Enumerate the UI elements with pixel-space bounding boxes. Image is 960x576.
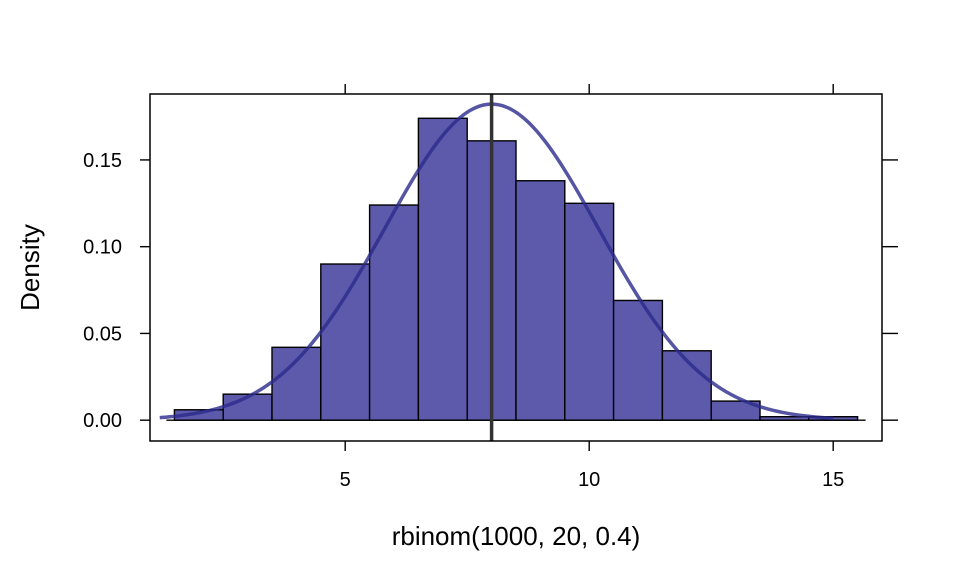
y-tick-label: 0.05 — [83, 323, 122, 345]
axis-ticks — [140, 84, 898, 451]
histogram-bar-9 — [564, 202, 615, 421]
y-tick-label: 0.10 — [83, 237, 122, 259]
histogram-bar-8 — [515, 180, 566, 421]
x-tick-label: 15 — [822, 469, 844, 491]
density-curve-layer — [159, 102, 834, 421]
histogram-bars — [166, 117, 866, 421]
histogram-bar-5 — [368, 204, 420, 421]
y-tick-label: 0.00 — [83, 410, 122, 432]
histogram-bar-10 — [612, 299, 664, 421]
axis-tick-labels: 5 10 15 0.00 0.05 0.10 0.15 — [83, 150, 844, 491]
x-tick-label: 10 — [578, 469, 600, 491]
histogram-bar-6 — [417, 117, 468, 421]
x-axis-title: rbinom(1000, 20, 0.4) — [392, 521, 641, 551]
histogram-bar-4 — [320, 263, 371, 421]
density-curve — [159, 102, 834, 421]
x-tick-label: 5 — [340, 469, 351, 491]
y-axis-title: Density — [15, 224, 45, 311]
plot-frame — [149, 93, 883, 442]
y-tick-label: 0.15 — [83, 150, 122, 172]
